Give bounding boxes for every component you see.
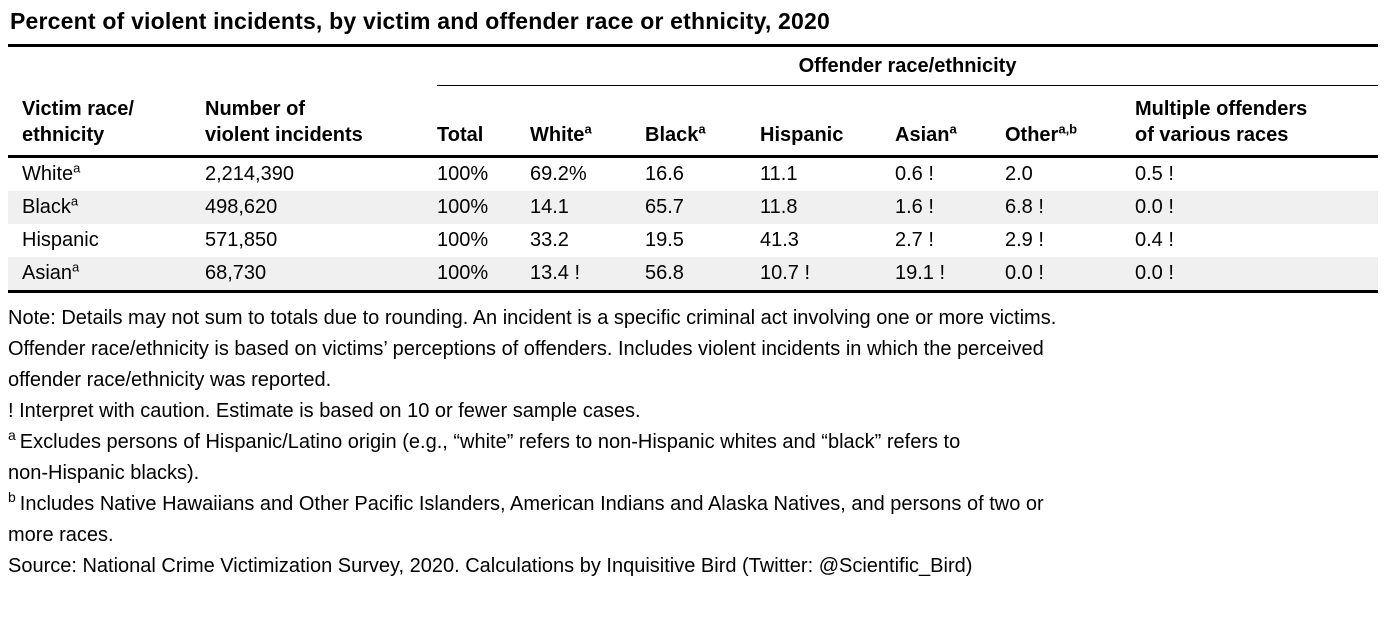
page: Percent of violent incidents, by victim … xyxy=(8,8,1379,582)
note-text: Note: Details may not sum to totals due … xyxy=(8,307,1057,391)
footnote-b-marker: b xyxy=(8,489,16,506)
col-header-label: Asian xyxy=(895,124,950,146)
cell-black: 16.6 xyxy=(645,163,684,185)
column-header-row: Victim race/ ethnicity Number of violent… xyxy=(8,85,1379,158)
row-label: Whitea xyxy=(8,157,205,192)
cell-number-incidents: 571,850 xyxy=(205,229,278,251)
col-header-label: Total xyxy=(437,124,484,146)
victim-race-label: Asian xyxy=(22,262,73,284)
footnote-a-marker: a xyxy=(8,427,16,444)
col-header-label: Number of violent incidents xyxy=(205,98,363,146)
footnote-a: a Excludes persons of Hispanic/Latino ori… xyxy=(8,427,1378,489)
cell-other: 6.8 ! xyxy=(1005,196,1044,218)
footnote-marker: a xyxy=(73,160,81,176)
col-header-label: Hispanic xyxy=(760,124,844,146)
cell-black: 65.7 xyxy=(645,196,684,218)
caution-note: ! Interpret with caution. Estimate is ba… xyxy=(8,400,641,422)
group-header-spacer xyxy=(8,47,437,86)
title-rule xyxy=(8,44,1378,47)
cell-multiple: 0.0 ! xyxy=(1135,262,1174,284)
victim-race-label: Black xyxy=(22,196,71,218)
group-header-offender: Offender race/ethnicity xyxy=(437,47,1379,86)
cell-black: 56.8 xyxy=(645,262,684,284)
footnote-b-text: Includes Native Hawaiians and Other Paci… xyxy=(8,493,1044,546)
cell-white: 33.2 xyxy=(530,229,569,251)
cell-other: 2.0 xyxy=(1005,163,1033,185)
table-row-hispanic: Hispanic 571,850 100% 33.2 19.5 41.3 2.7… xyxy=(8,224,1378,257)
col-header-label: Other xyxy=(1005,124,1059,146)
footnote-marker: a xyxy=(70,193,79,209)
table-notes: Note: Details may not sum to totals due … xyxy=(8,303,1378,582)
victim-race-label: Hispanic xyxy=(22,229,99,251)
cell-white: 69.2% xyxy=(530,163,587,185)
table-row-white: Whitea 2,214,390 100% 69.2% 16.6 11.1 0.… xyxy=(8,157,1378,192)
cell-asian: 19.1 ! xyxy=(895,262,946,284)
footnote-marker: a xyxy=(72,259,80,275)
col-header-hispanic: Hispanic xyxy=(760,85,895,158)
cell-multiple: 0.0 ! xyxy=(1135,196,1174,218)
col-header-asian: Asiana xyxy=(895,85,1005,158)
cell-other: 2.9 ! xyxy=(1005,229,1044,251)
col-header-multiple-offenders: Multiple offenders of various races xyxy=(1135,85,1379,158)
cell-white: 14.1 xyxy=(530,196,569,218)
group-header-row: Offender race/ethnicity xyxy=(8,47,1379,86)
cell-total: 100% xyxy=(437,262,489,284)
col-header-white: Whitea xyxy=(530,85,645,158)
page-title: Percent of violent incidents, by victim … xyxy=(10,8,830,34)
cell-number-incidents: 498,620 xyxy=(205,196,278,218)
source-line: Source: National Crime Victimization Sur… xyxy=(8,555,973,577)
cell-hispanic: 41.3 xyxy=(760,229,799,251)
cell-asian: 2.7 ! xyxy=(895,229,934,251)
cell-hispanic: 11.1 xyxy=(760,163,798,185)
cell-number-incidents: 68,730 xyxy=(205,262,267,284)
col-header-number-incidents: Number of violent incidents xyxy=(205,85,437,158)
col-header-label: Victim race/ ethnicity xyxy=(22,98,134,146)
row-label: Hispanic xyxy=(8,224,205,257)
cell-other: 0.0 ! xyxy=(1005,262,1044,284)
col-header-victim-race: Victim race/ ethnicity xyxy=(8,85,205,158)
cell-total: 100% xyxy=(437,163,489,185)
cell-total: 100% xyxy=(437,196,489,218)
cell-multiple: 0.4 ! xyxy=(1135,229,1174,251)
victim-race-label: White xyxy=(22,163,74,185)
row-label: Blacka xyxy=(8,191,205,224)
cell-hispanic: 11.8 xyxy=(760,196,798,218)
footnote-marker: a xyxy=(949,121,957,137)
cell-black: 19.5 xyxy=(645,229,684,251)
cell-asian: 1.6 ! xyxy=(895,196,934,218)
col-header-label: Multiple offenders of various races xyxy=(1135,98,1308,146)
col-header-label: White xyxy=(530,124,585,146)
footnote-marker: a,b xyxy=(1058,121,1078,137)
col-header-black: Blacka xyxy=(645,85,760,158)
footnote-marker: a xyxy=(584,121,592,137)
cell-asian: 0.6 ! xyxy=(895,163,934,185)
footnote-b: b Includes Native Hawaiians and Other Pac… xyxy=(8,489,1378,551)
cell-number-incidents: 2,214,390 xyxy=(205,163,294,185)
footnote-a-text: Excludes persons of Hispanic/Latino orig… xyxy=(8,431,961,484)
col-header-other: Othera,b xyxy=(1005,85,1135,158)
table-row-asian: Asiana 68,730 100% 13.4 ! 56.8 10.7 ! 19… xyxy=(8,257,1379,292)
col-header-total: Total xyxy=(437,85,530,158)
cell-hispanic: 10.7 ! xyxy=(760,262,811,284)
cell-white: 13.4 ! xyxy=(530,262,581,284)
cell-total: 100% xyxy=(437,229,489,251)
col-header-label: Black xyxy=(645,124,699,146)
cell-multiple: 0.5 ! xyxy=(1135,163,1174,185)
footnote-marker: a xyxy=(698,121,706,137)
incidents-table: Offender race/ethnicity Victim race/ eth… xyxy=(8,47,1379,293)
row-label: Asiana xyxy=(8,257,205,292)
table-row-black: Blacka 498,620 100% 14.1 65.7 11.8 1.6 !… xyxy=(8,191,1379,224)
